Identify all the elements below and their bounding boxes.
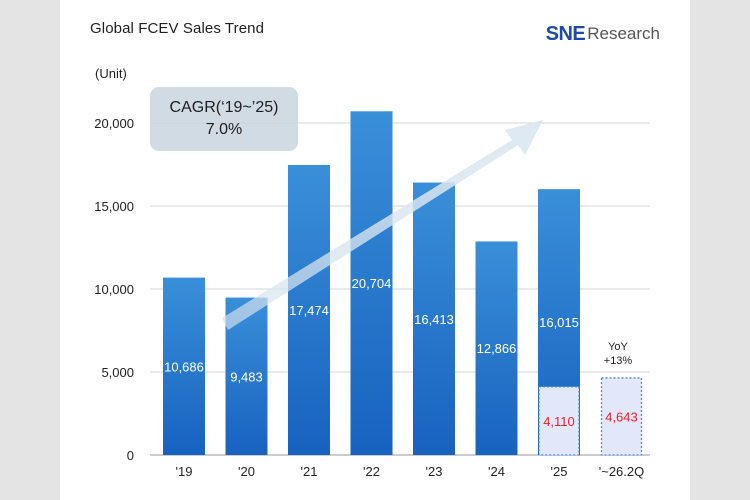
yoy-value: +13% <box>604 355 633 367</box>
partial-year-bar <box>600 377 643 456</box>
x-tick-label: '19 <box>176 464 193 479</box>
bar-value-label: 12,866 <box>477 341 517 356</box>
bar-value-label: 16,413 <box>414 312 454 327</box>
x-tick-label: '~26.2Q <box>599 464 645 479</box>
bar-value-label: 9,483 <box>230 369 263 384</box>
bar <box>350 111 393 455</box>
bar <box>475 241 518 455</box>
bar <box>413 182 455 456</box>
cagr-label: CAGR(‘19~’25) <box>170 99 279 116</box>
y-tick-label: 5,000 <box>101 365 134 380</box>
cagr-callout: CAGR(‘19~’25) 7.0% <box>150 87 298 151</box>
y-tick-label: 15,000 <box>94 199 134 214</box>
x-tick-label: '25 <box>551 464 568 479</box>
cagr-value: 7.0% <box>206 121 242 138</box>
bar-value-label: 10,686 <box>164 359 204 374</box>
bar-value-label: 20,704 <box>352 276 392 291</box>
y-tick-label: 20,000 <box>94 116 134 131</box>
yoy-label: YoY <box>608 341 628 353</box>
bar <box>288 164 330 456</box>
x-tick-label: '23 <box>426 464 443 479</box>
sne-research-logo: SNE Research <box>546 20 660 48</box>
chart-title: Global FCEV Sales Trend <box>90 20 265 37</box>
bar <box>163 277 205 455</box>
cagr-arrow <box>222 120 543 330</box>
partial-value-label: 4,110 <box>543 414 575 429</box>
bar-value-label: 16,015 <box>539 315 579 330</box>
y-tick-label: 0 <box>127 448 134 463</box>
bar-value-label: 17,474 <box>289 303 329 318</box>
logo-brand: SNE <box>545 22 586 45</box>
logo-suffix: Research <box>587 24 660 43</box>
x-tick-label: '22 <box>363 464 380 479</box>
y-tick-label: 10,000 <box>94 282 134 297</box>
partial-value-label: 4,643 <box>605 409 638 424</box>
partial-year-bar <box>538 386 580 456</box>
x-tick-label: '24 <box>488 464 505 479</box>
x-tick-label: '20 <box>238 464 255 479</box>
y-axis-unit-label: (Unit) <box>95 66 127 81</box>
x-tick-label: '21 <box>301 464 318 479</box>
